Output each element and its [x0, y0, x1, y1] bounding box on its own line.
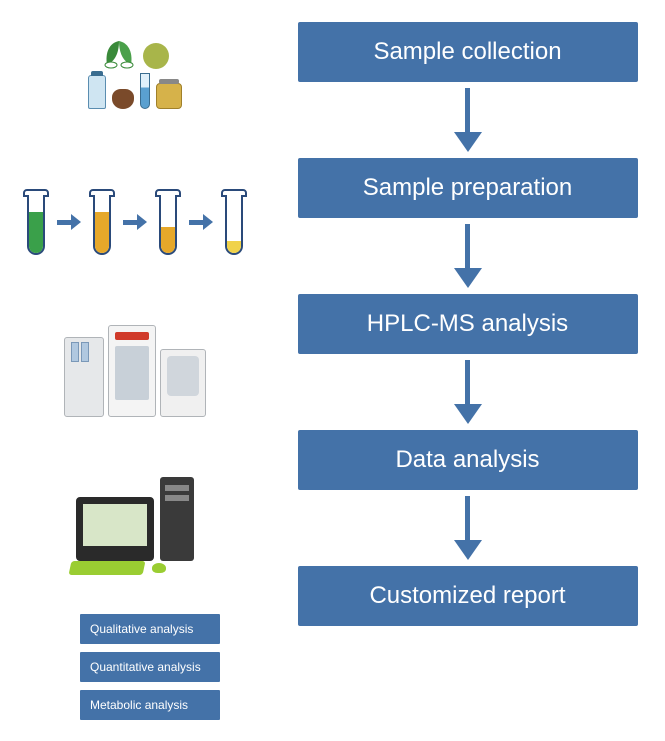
diagram-container: Qualitative analysis Quantitative analys…: [0, 0, 665, 741]
eppendorf-tube-icon: [221, 189, 247, 255]
tube-fill: [161, 227, 175, 254]
flow-step-label: HPLC-MS analysis: [367, 310, 568, 338]
flow-step: HPLC-MS analysis: [298, 294, 638, 354]
culture-jar-icon: [156, 83, 182, 109]
illustration-sample-collection: [0, 0, 270, 148]
arrow-down-icon: [454, 88, 482, 152]
flowchart-column: Sample collection Sample preparation HPL…: [270, 0, 665, 741]
tube-fill: [227, 241, 241, 254]
mass-spectrometer-icon: [160, 349, 206, 417]
tube-fill: [95, 212, 109, 254]
flow-step-label: Customized report: [369, 582, 565, 610]
vial-icon: [88, 75, 106, 109]
monitor-icon: [76, 497, 154, 561]
arrow-right-icon: [57, 214, 81, 230]
keyboard-icon: [69, 561, 146, 575]
arrow-down-icon: [454, 224, 482, 288]
hplc-column-unit-icon: [108, 325, 156, 417]
illustration-sample-preparation: [0, 148, 270, 296]
report-type-label: Qualitative analysis: [90, 622, 193, 636]
eppendorf-tube-icon: [23, 189, 49, 255]
mouse-icon: [152, 563, 166, 573]
flow-step-label: Sample preparation: [363, 174, 572, 202]
powder-dish-icon: [143, 43, 169, 69]
report-type-box: Metabolic analysis: [80, 690, 220, 720]
arrow-down-icon: [454, 360, 482, 424]
report-type-box: Qualitative analysis: [80, 614, 220, 644]
arrow-right-icon: [123, 214, 147, 230]
illustration-data-analysis: [0, 445, 270, 593]
tube-row: [23, 189, 247, 255]
flow-step-label: Sample collection: [373, 38, 561, 66]
flow-step-label: Data analysis: [395, 446, 539, 474]
eppendorf-tube-icon: [89, 189, 115, 255]
test-tube-icon: [140, 73, 150, 109]
report-type-box: Quantitative analysis: [80, 652, 220, 682]
illustration-report: Qualitative analysis Quantitative analys…: [0, 593, 270, 741]
report-type-label: Quantitative analysis: [90, 660, 201, 674]
hplc-autosampler-icon: [64, 337, 104, 417]
report-type-label: Metabolic analysis: [90, 698, 188, 712]
flow-step: Sample collection: [298, 22, 638, 82]
arrow-right-icon: [189, 214, 213, 230]
illustration-column: Qualitative analysis Quantitative analys…: [0, 0, 270, 741]
flow-step: Data analysis: [298, 430, 638, 490]
stool-sample-icon: [112, 89, 134, 109]
plant-leaf-icon: [101, 39, 137, 69]
tube-fill: [29, 212, 43, 254]
computer-tower-icon: [160, 477, 194, 561]
flow-step: Customized report: [298, 566, 638, 626]
flow-step: Sample preparation: [298, 158, 638, 218]
eppendorf-tube-icon: [155, 189, 181, 255]
illustration-hplc: [0, 296, 270, 444]
arrow-down-icon: [454, 496, 482, 560]
